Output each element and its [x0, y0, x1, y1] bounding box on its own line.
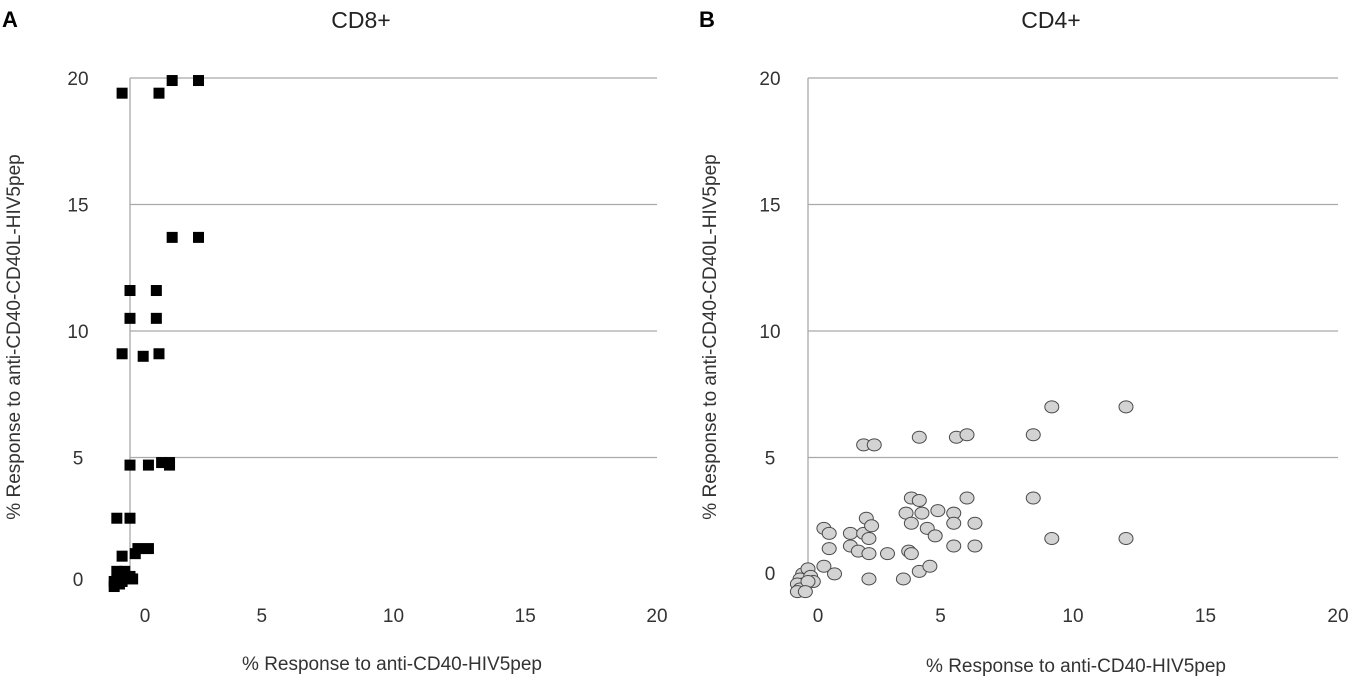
- data-point-circle: [959, 491, 975, 505]
- gridlines-b: [807, 77, 1338, 584]
- chart-title-cd8: CD8+: [331, 7, 390, 33]
- data-point-square: [142, 459, 154, 471]
- data-point-circle: [911, 494, 927, 508]
- x-tick-label: 15: [515, 606, 536, 627]
- data-point-square: [166, 231, 178, 243]
- data-point-circle: [797, 585, 813, 599]
- data-point-circle: [946, 539, 962, 553]
- y-axis-label-b: % Response to anti-CD40-CD40L-HIV5pep: [700, 154, 721, 519]
- data-point-circle: [842, 526, 858, 540]
- tick-labels-b: 0 5 10 15 20 0 5 10 15 20: [759, 69, 1348, 627]
- x-tick-label: 0: [140, 606, 151, 627]
- data-point-circle: [967, 539, 983, 553]
- data-point-circle: [927, 529, 943, 543]
- data-point-circle: [946, 516, 962, 530]
- data-point-circle: [1044, 400, 1060, 414]
- x-tick-label: 20: [646, 606, 667, 627]
- data-point-circle: [1118, 531, 1134, 545]
- data-point-circle: [861, 572, 877, 586]
- data-point-square: [116, 87, 128, 99]
- data-point-square: [193, 75, 205, 87]
- data-point-circle: [1044, 531, 1060, 545]
- panel-b-cd4: B CD4+ 0 5 10 15 20 0 5 10 15 20 % Response to an…: [699, 7, 1349, 677]
- data-point-circle: [967, 516, 983, 530]
- data-point-square: [137, 350, 149, 362]
- y-tick-label: 5: [73, 449, 84, 470]
- data-point-square: [116, 348, 128, 360]
- data-point-square: [124, 459, 136, 471]
- data-point-square: [111, 512, 123, 524]
- data-point-circle: [914, 506, 930, 520]
- panel-label-a: A: [2, 7, 18, 32]
- data-point-circle: [861, 531, 877, 545]
- data-points-a: [108, 75, 205, 593]
- data-point-circle: [1025, 491, 1041, 505]
- data-point-circle: [861, 547, 877, 561]
- y-tick-label: 5: [765, 449, 776, 470]
- y-tick-label: 10: [67, 322, 88, 343]
- data-point-square: [129, 548, 141, 560]
- data-point-circle: [903, 547, 919, 561]
- data-point-square: [153, 87, 165, 99]
- data-point-circle: [866, 438, 882, 452]
- data-point-square: [166, 75, 178, 87]
- panel-label-b: B: [699, 7, 715, 32]
- y-tick-label: 15: [67, 196, 88, 217]
- data-point-square: [150, 312, 162, 324]
- data-point-circle: [895, 572, 911, 586]
- x-tick-label: 10: [1062, 606, 1083, 627]
- data-point-square: [153, 348, 165, 360]
- gridlines-a: [129, 77, 657, 584]
- data-point-circle: [816, 559, 832, 573]
- tick-labels-a: 0 5 10 15 20 0 5 10 15 20: [67, 69, 667, 627]
- x-tick-label: 20: [1327, 606, 1348, 627]
- data-points-b: [789, 400, 1134, 599]
- y-tick-label: 0: [765, 564, 776, 585]
- x-tick-label: 5: [256, 606, 267, 627]
- chart-title-cd4: CD4+: [1021, 7, 1080, 33]
- data-point-square: [164, 459, 176, 471]
- data-point-square: [124, 512, 136, 524]
- y-tick-label: 15: [759, 196, 780, 217]
- panel-a-cd8: A CD8+ 0 5 10 15 20 0 5 10 15 20 % Response to an…: [2, 7, 668, 675]
- data-point-circle: [911, 430, 927, 444]
- data-point-square: [156, 457, 168, 469]
- data-point-circle: [1025, 428, 1041, 442]
- data-point-circle: [930, 504, 946, 518]
- data-point-circle: [959, 428, 975, 442]
- data-point-circle: [903, 516, 919, 530]
- data-point-circle: [864, 519, 880, 533]
- data-point-square: [113, 578, 125, 590]
- data-point-square: [124, 312, 136, 324]
- x-tick-label: 5: [935, 606, 946, 627]
- data-point-square: [150, 285, 162, 297]
- y-tick-label: 20: [67, 69, 88, 90]
- y-tick-label: 10: [759, 322, 780, 343]
- data-point-square: [116, 550, 128, 562]
- data-point-circle: [821, 542, 837, 556]
- data-point-square: [142, 543, 154, 555]
- x-axis-label-a: % Response to anti-CD40-HIV5pep: [242, 654, 542, 675]
- data-point-square: [193, 231, 205, 243]
- y-tick-label: 20: [759, 69, 780, 90]
- data-point-circle: [1118, 400, 1134, 414]
- x-tick-label: 10: [383, 606, 404, 627]
- data-point-square: [127, 573, 139, 585]
- data-point-circle: [880, 547, 895, 561]
- data-point-circle: [821, 526, 837, 540]
- y-axis-label-a: % Response to anti-CD40-CD40L-HIV5pep: [4, 154, 25, 519]
- y-tick-label: 0: [73, 570, 84, 591]
- x-tick-label: 15: [1195, 606, 1216, 627]
- data-point-circle: [922, 559, 938, 573]
- data-point-square: [124, 285, 136, 297]
- x-tick-label: 0: [813, 606, 824, 627]
- data-point-circle: [827, 567, 842, 581]
- x-axis-label-b: % Response to anti-CD40-HIV5pep: [926, 656, 1226, 677]
